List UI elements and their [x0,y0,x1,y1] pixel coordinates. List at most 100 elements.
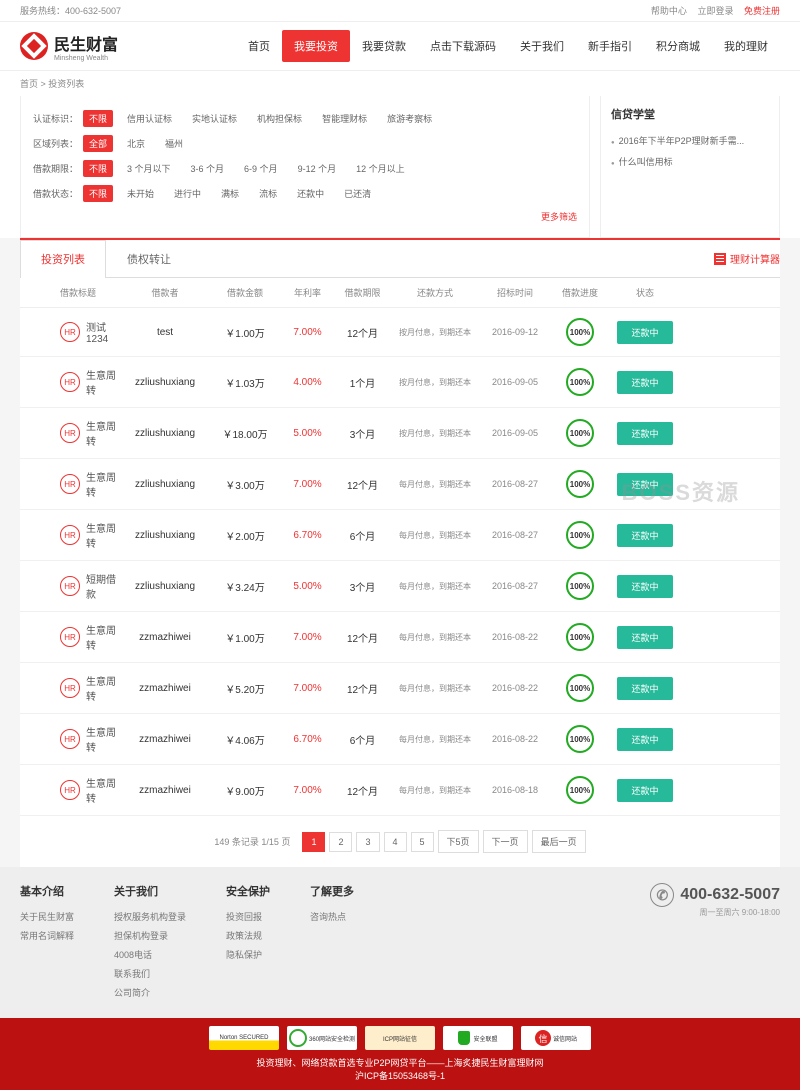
nav-item-7[interactable]: 我的理财 [712,30,780,62]
page-2[interactable]: 2 [329,832,352,852]
loan-title[interactable]: 短期借款 [86,571,120,601]
footer-link-0-0[interactable]: 关于民生财富 [20,907,74,926]
page-last[interactable]: 最后一页 [532,830,586,853]
cert-badge-3[interactable]: 安全联盟 [443,1026,513,1050]
rate: 7.00% [280,632,335,643]
filter-opt-3-1[interactable]: 进行中 [168,185,207,202]
footer-link-2-0[interactable]: 投资回报 [226,907,270,926]
progress-badge: 100% [566,776,594,804]
filter-all-3[interactable]: 不限 [83,185,113,202]
filter-opt-0-2[interactable]: 机构担保标 [251,110,308,127]
footer-link-2-2[interactable]: 隐私保护 [226,945,270,964]
footer-link-3-0[interactable]: 咨询热点 [310,907,354,926]
cert-badge-2[interactable]: ICP网站征信 [365,1026,435,1050]
tab-invest-list[interactable]: 投资列表 [20,240,106,278]
logo[interactable]: 民生财富 Minsheng Wealth [20,31,118,62]
filter-opt-1-1[interactable]: 福州 [159,135,189,152]
status-button[interactable]: 还款中 [617,371,672,394]
bid-date: 2016-08-27 [480,581,550,591]
footer-link-1-4[interactable]: 公司简介 [114,983,186,1002]
page-next5[interactable]: 下5页 [438,830,479,853]
status-button[interactable]: 还款中 [617,473,672,496]
nav-item-3[interactable]: 点击下载源码 [418,30,508,62]
table-row: HR生意周转zzmazhiwei￥9.00万7.00%12个月每月付息，到期还本… [20,765,780,816]
filter-opt-0-1[interactable]: 实地认证标 [186,110,243,127]
breadcrumb-home[interactable]: 首页 [20,79,38,89]
loan-title[interactable]: 生意周转 [86,673,120,703]
nav-item-6[interactable]: 积分商城 [644,30,712,62]
nav-item-5[interactable]: 新手指引 [576,30,644,62]
page-5[interactable]: 5 [411,832,434,852]
footer-col-title-3: 了解更多 [310,883,354,899]
sidebar-item-1[interactable]: 什么叫信用标 [611,151,769,172]
page-next[interactable]: 下一页 [483,830,528,853]
cert-badge-4[interactable]: 诚信网站 [521,1026,591,1050]
footer-link-0-1[interactable]: 常用名词解释 [20,926,74,945]
footer-link-1-1[interactable]: 担保机构登录 [114,926,186,945]
amount: ￥1.00万 [210,325,280,340]
borrower: zzliushuxiang [120,428,210,439]
table-row: HR短期借款zzliushuxiang￥3.24万5.00%3个月每月付息，到期… [20,561,780,612]
loan-title[interactable]: 生意周转 [86,367,120,397]
cert-badge-0[interactable]: Norton SECURED [209,1026,279,1050]
loan-title[interactable]: 生意周转 [86,622,120,652]
breadcrumb: 首页 > 投资列表 [0,70,800,96]
login-link[interactable]: 立即登录 [697,6,733,16]
filter-opt-2-1[interactable]: 3-6 个月 [185,160,231,177]
nav-item-0[interactable]: 首页 [236,30,282,62]
filter-all-2[interactable]: 不限 [83,160,113,177]
status-button[interactable]: 还款中 [617,321,672,344]
status-button[interactable]: 还款中 [617,779,672,802]
filter-opt-2-2[interactable]: 6-9 个月 [238,160,284,177]
footer-link-2-1[interactable]: 政策法规 [226,926,270,945]
filter-opt-3-0[interactable]: 未开始 [121,185,160,202]
page-3[interactable]: 3 [356,832,379,852]
status-button[interactable]: 还款中 [617,626,672,649]
status-button[interactable]: 还款中 [617,524,672,547]
filter-opt-2-3[interactable]: 9-12 个月 [292,160,343,177]
bottom-text-2: 沪ICP备15053468号-1 [8,1069,792,1082]
page-4[interactable]: 4 [384,832,407,852]
footer-link-1-3[interactable]: 联系我们 [114,964,186,983]
loan-title[interactable]: 生意周转 [86,469,120,499]
cert-badge-1[interactable]: 360网站安全检测 [287,1026,357,1050]
borrower: zzmazhiwei [120,683,210,694]
filter-opt-0-0[interactable]: 信用认证标 [121,110,178,127]
filter-opt-0-3[interactable]: 智能理财标 [316,110,373,127]
filter-opt-2-0[interactable]: 3 个月以下 [121,160,177,177]
filter-all-1[interactable]: 全部 [83,135,113,152]
filter-all-0[interactable]: 不限 [83,110,113,127]
calculator-link[interactable]: 理财计算器 [714,240,780,277]
filter-opt-2-4[interactable]: 12 个月以上 [350,160,411,177]
filter-opt-3-3[interactable]: 流标 [253,185,283,202]
loan-title[interactable]: 生意周转 [86,418,120,448]
loan-title[interactable]: 生意周转 [86,520,120,550]
filter-opt-1-0[interactable]: 北京 [121,135,151,152]
loan-title[interactable]: 生意周转 [86,775,120,805]
register-link[interactable]: 免费注册 [744,6,780,16]
filter-opt-3-2[interactable]: 满标 [215,185,245,202]
status-button[interactable]: 还款中 [617,728,672,751]
status-button[interactable]: 还款中 [617,677,672,700]
page-1[interactable]: 1 [302,832,325,852]
nav-item-4[interactable]: 关于我们 [508,30,576,62]
help-link[interactable]: 帮助中心 [651,6,687,16]
footer-link-1-2[interactable]: 4008电话 [114,945,186,964]
filter-opt-3-5[interactable]: 已还清 [338,185,377,202]
status-button[interactable]: 还款中 [617,422,672,445]
nav-item-2[interactable]: 我要贷款 [350,30,418,62]
table-row: HR生意周转zzmazhiwei￥1.00万7.00%12个月每月付息，到期还本… [20,612,780,663]
loan-title[interactable]: 生意周转 [86,724,120,754]
filter-label-3: 借款状态： [33,187,83,200]
hr-badge-icon: HR [60,780,80,800]
sidebar-item-0[interactable]: 2016年下半年P2P理财新手需... [611,130,769,151]
nav-item-1[interactable]: 我要投资 [282,30,350,62]
footer-link-1-0[interactable]: 授权服务机构登录 [114,907,186,926]
status-button[interactable]: 还款中 [617,575,672,598]
filter-opt-3-4[interactable]: 还款中 [291,185,330,202]
tab-transfer[interactable]: 债权转让 [106,240,192,277]
more-filter-link[interactable]: 更多筛选 [541,212,577,222]
bid-date: 2016-08-22 [480,632,550,642]
filter-opt-0-4[interactable]: 旅游考察标 [381,110,438,127]
loan-title[interactable]: 测试1234 [86,319,120,345]
